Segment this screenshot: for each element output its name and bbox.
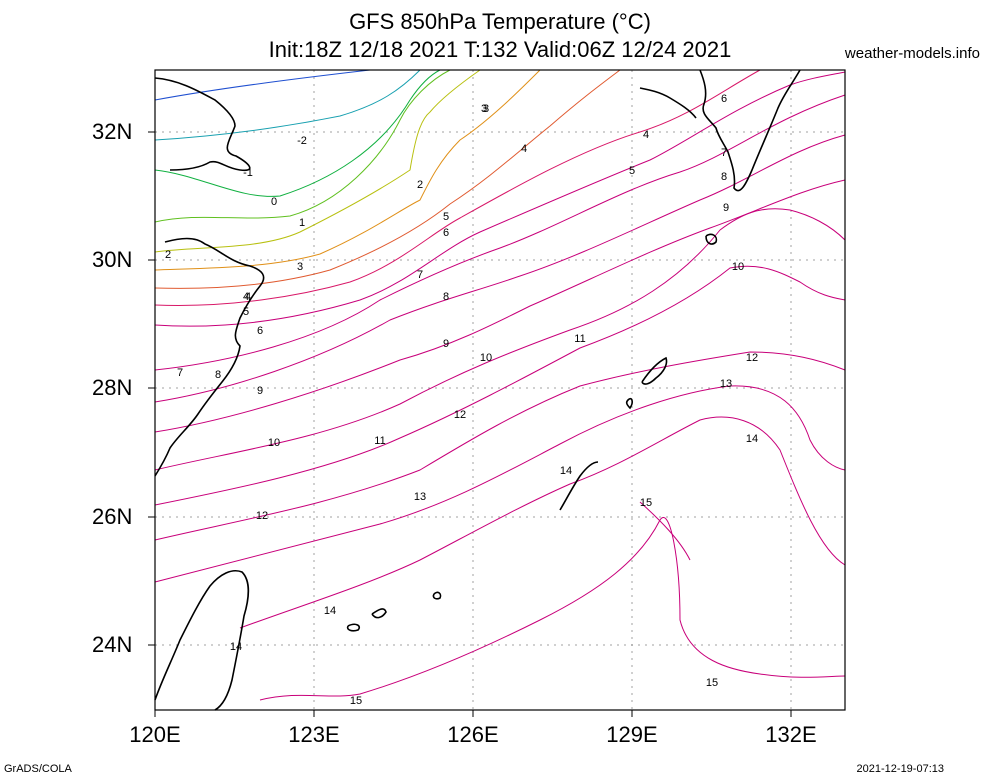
contour-label: 5 [443, 211, 449, 223]
contour-label: 15 [350, 695, 362, 707]
coast-china-shanghai [154, 237, 265, 477]
island-daito [432, 591, 442, 600]
coast-amami [641, 356, 668, 385]
isotherm-minus1 [154, 69, 421, 141]
y-tick-label-24n: 24N [92, 632, 133, 657]
contour-label: 9 [723, 202, 729, 214]
contour-label: 1 [299, 217, 305, 229]
coast-taiwan [154, 570, 250, 711]
isotherm-1 [154, 69, 451, 223]
contour-label: 5 [629, 165, 635, 177]
contour-label: -2 [297, 135, 307, 147]
map-title: GFS 850hPa Temperature (°C) [349, 9, 651, 34]
x-tick-label-123e: 123E [288, 722, 340, 747]
contour-label: 8 [721, 171, 727, 183]
coast-kyushu [699, 69, 801, 192]
isotherm-3 [154, 69, 541, 271]
contour-label: 8 [215, 369, 221, 381]
contour-label: 10 [268, 437, 280, 449]
contour-label: 12 [454, 409, 466, 421]
x-tick-label-129e: 129E [606, 722, 658, 747]
isotherm-8 [154, 134, 846, 403]
x-tick-label-132e: 132E [765, 722, 817, 747]
site-credit: weather-models.info [844, 45, 980, 62]
isotherm-15 [259, 517, 846, 701]
contour-label: 12 [256, 510, 268, 522]
x-tick-label-126e: 126E [447, 722, 499, 747]
contour-label: 10 [732, 261, 744, 273]
coastlines [154, 69, 801, 711]
contour-label: 3 [297, 261, 303, 273]
contour-label: 7 [721, 147, 727, 159]
coast-okinawa [559, 461, 599, 511]
coast-kyushu-west [639, 87, 697, 119]
isotherm-12 [154, 351, 846, 541]
coast-yakushima [705, 233, 718, 245]
island-tokara [625, 397, 633, 410]
isotherm-13 [154, 385, 846, 583]
contour-label: 4 [521, 143, 527, 155]
coast-china-north [154, 77, 251, 172]
isotherm-minus2 [154, 69, 371, 101]
contour-label: 4 [245, 291, 251, 303]
contour-label: 3 [483, 103, 489, 115]
isotherm-5 [154, 69, 761, 306]
y-tick-label-28n: 28N [92, 375, 133, 400]
isotherm-9 [154, 179, 846, 433]
island-ishigaki [371, 608, 387, 619]
contour-label: 12 [746, 352, 758, 364]
contour-label: 6 [443, 227, 449, 239]
contour-label: -1 [243, 167, 253, 179]
contour-label: 2 [165, 249, 171, 261]
y-tick-label-32n: 32N [92, 119, 133, 144]
y-tick-label-26n: 26N [92, 504, 133, 529]
footer-timestamp: 2021-12-19-07:13 [856, 763, 944, 775]
contour-label: 14 [746, 433, 758, 445]
y-tick-label-30n: 30N [92, 247, 133, 272]
contour-label: 4 [643, 129, 649, 141]
contour-label: 14 [230, 641, 242, 653]
contour-label: 6 [257, 325, 263, 337]
contour-label: 7 [177, 367, 183, 379]
contour-label: 2 [417, 179, 423, 191]
map-frame [154, 69, 846, 711]
map-subtitle: Init:18Z 12/18 2021 T:132 Valid:06Z 12/2… [268, 37, 732, 62]
isotherm-7 [154, 94, 846, 371]
footer-software: GrADS/COLA [4, 763, 72, 775]
contour-label: 11 [374, 435, 385, 447]
contour-label: 15 [706, 677, 718, 689]
contour-label: 13 [720, 378, 732, 390]
contour-label: 5 [243, 306, 249, 318]
contour-label: 4 [243, 291, 249, 303]
contour-label: 8 [443, 291, 449, 303]
axis-ticks [148, 131, 792, 717]
isotherm-11 [154, 265, 846, 506]
contour-label: 13 [414, 491, 426, 503]
isotherm-14 [239, 416, 846, 629]
isotherm-6 [154, 71, 846, 327]
contour-label: 10 [480, 352, 492, 364]
isotherm-15-south [639, 501, 691, 561]
contour-label: 6 [721, 93, 727, 105]
contour-label: 3 [481, 103, 487, 115]
contour-lines [154, 69, 846, 701]
contour-label: 15 [640, 497, 652, 509]
contour-label: 7 [417, 269, 423, 281]
grid-lines [155, 70, 845, 710]
contour-label: 11 [574, 333, 585, 345]
isotherm-0 [154, 69, 441, 197]
isotherm-10 [154, 208, 846, 471]
contour-label: 9 [443, 338, 449, 350]
contour-label: 14 [560, 465, 572, 477]
contour-label: 0 [271, 196, 277, 208]
x-tick-label-120e: 120E [129, 722, 181, 747]
isotherm-4 [154, 69, 621, 289]
isotherm-2 [154, 69, 481, 253]
island-miyako [346, 623, 361, 632]
contour-label: 14 [324, 605, 336, 617]
contour-label: 9 [257, 385, 263, 397]
